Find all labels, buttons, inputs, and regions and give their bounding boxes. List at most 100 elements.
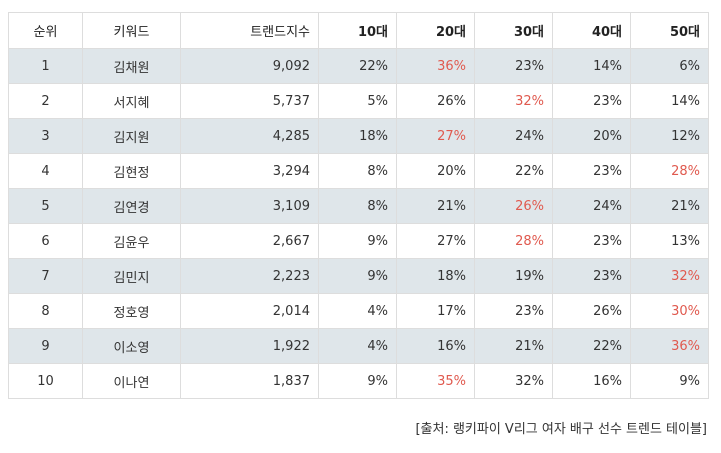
keyword-cell: 김연경: [82, 188, 181, 224]
table-row: 1 김채원 9,092 22% 36% 23% 14% 6%: [8, 48, 709, 84]
trend-index-cell: 4,285: [180, 118, 319, 154]
header-age-10s: 10대: [318, 12, 397, 49]
rank-cell: 7: [8, 258, 83, 294]
age-share-cell: 32%: [474, 83, 553, 119]
age-share-cell: 4%: [318, 293, 397, 329]
keyword-cell: 정호영: [82, 293, 181, 329]
age-share-cell: 23%: [552, 223, 631, 259]
age-share-cell: 32%: [630, 258, 709, 294]
trend-index-cell: 2,667: [180, 223, 319, 259]
header-age-40s: 40대: [552, 12, 631, 49]
trend-index-cell: 1,922: [180, 328, 319, 364]
rank-cell: 6: [8, 223, 83, 259]
keyword-cell: 김현정: [82, 153, 181, 189]
keyword-cell: 김민지: [82, 258, 181, 294]
table-row: 3 김지원 4,285 18% 27% 24% 20% 12%: [8, 118, 709, 154]
age-share-cell: 26%: [396, 83, 475, 119]
table-row: 4 김현정 3,294 8% 20% 22% 23% 28%: [8, 153, 709, 189]
age-share-cell: 28%: [474, 223, 553, 259]
rank-cell: 8: [8, 293, 83, 329]
age-share-cell: 26%: [474, 188, 553, 224]
age-share-cell: 16%: [552, 363, 631, 399]
header-age-20s: 20대: [396, 12, 475, 49]
age-share-cell: 23%: [474, 48, 553, 84]
rank-cell: 3: [8, 118, 83, 154]
trend-index-cell: 2,014: [180, 293, 319, 329]
table-row: 7 김민지 2,223 9% 18% 19% 23% 32%: [8, 258, 709, 294]
header-trend-index: 트랜드지수: [180, 12, 319, 49]
header-rank: 순위: [8, 12, 83, 49]
age-share-cell: 23%: [552, 153, 631, 189]
age-share-cell: 21%: [630, 188, 709, 224]
header-age-30s: 30대: [474, 12, 553, 49]
table-row: 5 김연경 3,109 8% 21% 26% 24% 21%: [8, 188, 709, 224]
keyword-cell: 이나연: [82, 363, 181, 399]
age-share-cell: 36%: [630, 328, 709, 364]
age-share-cell: 21%: [396, 188, 475, 224]
age-share-cell: 27%: [396, 223, 475, 259]
table-body: 1 김채원 9,092 22% 36% 23% 14% 6% 2 서지혜 5,737 5% 26% 32%…: [8, 48, 709, 399]
rank-cell: 10: [8, 363, 83, 399]
age-share-cell: 14%: [552, 48, 631, 84]
age-share-cell: 20%: [396, 153, 475, 189]
table-row: 9 이소영 1,922 4% 16% 21% 22% 36%: [8, 328, 709, 364]
age-share-cell: 22%: [474, 153, 553, 189]
age-share-cell: 30%: [630, 293, 709, 329]
age-share-cell: 24%: [552, 188, 631, 224]
age-share-cell: 23%: [552, 258, 631, 294]
trend-index-cell: 5,737: [180, 83, 319, 119]
age-share-cell: 8%: [318, 153, 397, 189]
keyword-cell: 서지혜: [82, 83, 181, 119]
age-share-cell: 20%: [552, 118, 631, 154]
age-share-cell: 9%: [318, 223, 397, 259]
header-keyword: 키워드: [82, 12, 181, 49]
keyword-cell: 김채원: [82, 48, 181, 84]
trend-index-cell: 2,223: [180, 258, 319, 294]
age-share-cell: 16%: [396, 328, 475, 364]
keyword-cell: 김윤우: [82, 223, 181, 259]
trend-index-cell: 3,294: [180, 153, 319, 189]
age-share-cell: 27%: [396, 118, 475, 154]
rank-cell: 5: [8, 188, 83, 224]
rank-cell: 9: [8, 328, 83, 364]
age-share-cell: 9%: [318, 363, 397, 399]
age-share-cell: 24%: [474, 118, 553, 154]
age-share-cell: 36%: [396, 48, 475, 84]
age-share-cell: 26%: [552, 293, 631, 329]
table-header-row: 순위 키워드 트랜드지수 10대 20대 30대 40대 50대: [8, 12, 709, 49]
trend-index-cell: 9,092: [180, 48, 319, 84]
age-share-cell: 5%: [318, 83, 397, 119]
keyword-cell: 이소영: [82, 328, 181, 364]
age-share-cell: 23%: [474, 293, 553, 329]
age-share-cell: 14%: [630, 83, 709, 119]
age-share-cell: 18%: [396, 258, 475, 294]
age-share-cell: 22%: [552, 328, 631, 364]
age-share-cell: 9%: [630, 363, 709, 399]
age-share-cell: 12%: [630, 118, 709, 154]
age-share-cell: 9%: [318, 258, 397, 294]
keyword-cell: 김지원: [82, 118, 181, 154]
trend-index-cell: 3,109: [180, 188, 319, 224]
age-share-cell: 21%: [474, 328, 553, 364]
age-share-cell: 8%: [318, 188, 397, 224]
age-share-cell: 18%: [318, 118, 397, 154]
age-share-cell: 32%: [474, 363, 553, 399]
age-share-cell: 17%: [396, 293, 475, 329]
age-share-cell: 23%: [552, 83, 631, 119]
table-row: 6 김윤우 2,667 9% 27% 28% 23% 13%: [8, 223, 709, 259]
age-share-cell: 13%: [630, 223, 709, 259]
rank-cell: 2: [8, 83, 83, 119]
trend-table: 순위 키워드 트랜드지수 10대 20대 30대 40대 50대 1 김채원 9,0…: [8, 12, 709, 399]
age-share-cell: 19%: [474, 258, 553, 294]
age-share-cell: 22%: [318, 48, 397, 84]
age-share-cell: 4%: [318, 328, 397, 364]
source-caption: [출처: 랭키파이 V리그 여자 배구 선수 트렌드 테이블]: [415, 422, 707, 437]
rank-cell: 4: [8, 153, 83, 189]
age-share-cell: 35%: [396, 363, 475, 399]
trend-index-cell: 1,837: [180, 363, 319, 399]
table-row: 8 정호영 2,014 4% 17% 23% 26% 30%: [8, 293, 709, 329]
header-age-50s: 50대: [630, 12, 709, 49]
rank-cell: 1: [8, 48, 83, 84]
age-share-cell: 28%: [630, 153, 709, 189]
